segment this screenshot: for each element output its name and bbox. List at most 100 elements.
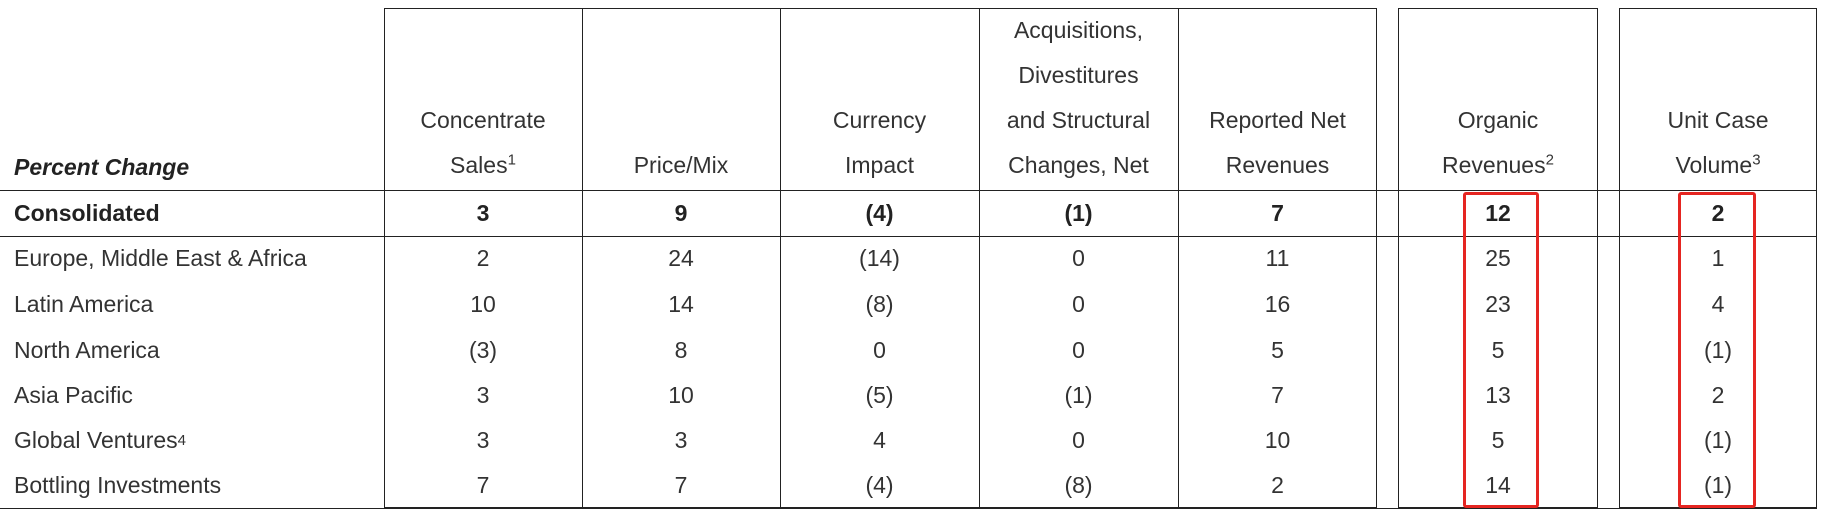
- table-cell: 8: [674, 336, 688, 363]
- footnote-mark: 3: [1752, 151, 1761, 169]
- footnote-mark: 1: [507, 151, 516, 169]
- header-line: Changes, Net: [1008, 152, 1149, 178]
- table-cell: (1): [1703, 427, 1733, 453]
- table-cell: 3: [674, 427, 688, 453]
- table-cell: 4: [873, 427, 886, 453]
- table-cell: 2: [1711, 199, 1725, 226]
- row-label: Europe, Middle East & Africa: [0, 236, 384, 281]
- table-cell: (1): [1703, 472, 1733, 498]
- column-divider: [582, 8, 583, 508]
- highlight-box: [1463, 192, 1539, 508]
- table-cell: (3): [468, 336, 498, 363]
- row-divider: [0, 236, 1817, 237]
- column-header: Organic Revenues2: [1398, 8, 1598, 190]
- table-cell: 3: [476, 381, 490, 408]
- table-cell: 5: [1491, 336, 1505, 363]
- row-label: Consolidated: [0, 190, 384, 236]
- header-line: Volume3: [1675, 151, 1761, 178]
- row-label-text: Consolidated: [14, 199, 160, 226]
- table-cell: 25: [1485, 245, 1511, 271]
- header-line: Acquisitions,: [1013, 17, 1144, 43]
- table-cell: 2: [1271, 472, 1284, 498]
- header-line: Revenues: [1225, 152, 1330, 178]
- header-line: Revenues2: [1442, 151, 1554, 178]
- table-cell: 5: [1491, 427, 1505, 453]
- footnote-mark: 2: [1545, 151, 1554, 169]
- table-cell: (4): [865, 199, 894, 226]
- table-cell: 14: [668, 291, 694, 317]
- table-cell: (4): [865, 472, 894, 498]
- row-label: Bottling Investments: [0, 463, 384, 508]
- header-line: Price/Mix: [633, 152, 729, 178]
- table-cell: 7: [1271, 199, 1284, 226]
- column-divider: [979, 8, 980, 508]
- row-label: Latin America: [0, 281, 384, 328]
- highlight-box: [1678, 192, 1756, 508]
- row-label-text: Global Ventures: [14, 427, 178, 453]
- table-cell: 11: [1265, 245, 1290, 271]
- row-divider: [0, 190, 1817, 191]
- table-cell: 1: [1711, 245, 1725, 271]
- row-label: Asia Pacific: [0, 372, 384, 418]
- table-cell: 10: [1264, 427, 1291, 453]
- table-cell: 0: [1072, 336, 1085, 363]
- row-label-text: Bottling Investments: [14, 472, 222, 498]
- table-cell: (14): [859, 245, 900, 271]
- table-cell: 7: [1271, 381, 1284, 408]
- table-cell: 0: [1072, 245, 1085, 271]
- table-cell: (1): [1064, 199, 1093, 226]
- table-cell: 3: [476, 199, 490, 226]
- table-cell: 7: [476, 472, 490, 498]
- table-cell: (8): [865, 291, 894, 317]
- column-divider: [1178, 8, 1179, 508]
- column-header: Reported Net Revenues: [1178, 8, 1377, 190]
- row-label-text: Europe, Middle East & Africa: [14, 245, 307, 271]
- table-cell: (1): [1064, 381, 1093, 408]
- header-line: Unit Case: [1667, 107, 1769, 133]
- table-cell: (8): [1064, 472, 1093, 498]
- table-cell: 4: [1711, 291, 1725, 317]
- header-line: Currency: [832, 107, 927, 133]
- corner-header: Percent Change: [14, 154, 190, 180]
- column-header: Currency Impact: [780, 8, 979, 190]
- table-cell: 2: [476, 245, 490, 271]
- table-cell: 10: [470, 291, 496, 317]
- table-cell: 14: [1485, 472, 1511, 498]
- column-group-border: [384, 8, 1377, 508]
- row-label: North America: [0, 328, 384, 372]
- column-header: Price/Mix: [582, 8, 780, 190]
- header-line: Sales1: [450, 151, 516, 178]
- row-label-text: Asia Pacific: [14, 381, 133, 408]
- table-cell: 5: [1271, 336, 1284, 363]
- table-cell: 0: [873, 336, 886, 363]
- table-cell: 9: [674, 199, 688, 226]
- header-line: Organic: [1457, 107, 1539, 133]
- table-cell: 23: [1485, 291, 1511, 317]
- table-cell: (5): [865, 381, 894, 408]
- row-label-text: Latin America: [14, 291, 154, 317]
- table-cell: 16: [1264, 291, 1291, 317]
- row-label: Global Ventures 4: [14, 427, 187, 453]
- header-line: Reported Net: [1209, 107, 1346, 133]
- table-cell: 0: [1072, 291, 1085, 317]
- column-header: Acquisitions, Divestitures and Structural C…: [979, 8, 1178, 190]
- header-line: Concentrate: [420, 107, 546, 133]
- column-header: Unit Case Volume3: [1619, 8, 1817, 190]
- header-line: and Structural: [1006, 107, 1151, 133]
- header-line: Divestitures: [1018, 62, 1139, 88]
- table-cell: 3: [476, 427, 490, 453]
- column-header: Concentrate Sales1: [384, 8, 582, 190]
- table-cell: 2: [1711, 381, 1725, 408]
- column-divider: [780, 8, 781, 508]
- table-cell: 13: [1485, 381, 1511, 408]
- table-cell: 24: [668, 245, 694, 271]
- table-cell: (1): [1703, 336, 1733, 363]
- table-cell: 7: [674, 472, 688, 498]
- table-cell: 12: [1485, 199, 1511, 226]
- header-line: Impact: [844, 152, 915, 178]
- table-cell: 10: [668, 381, 694, 408]
- row-label-text: North America: [14, 336, 160, 363]
- row-divider: [0, 508, 1817, 509]
- table-cell: 0: [1072, 427, 1085, 453]
